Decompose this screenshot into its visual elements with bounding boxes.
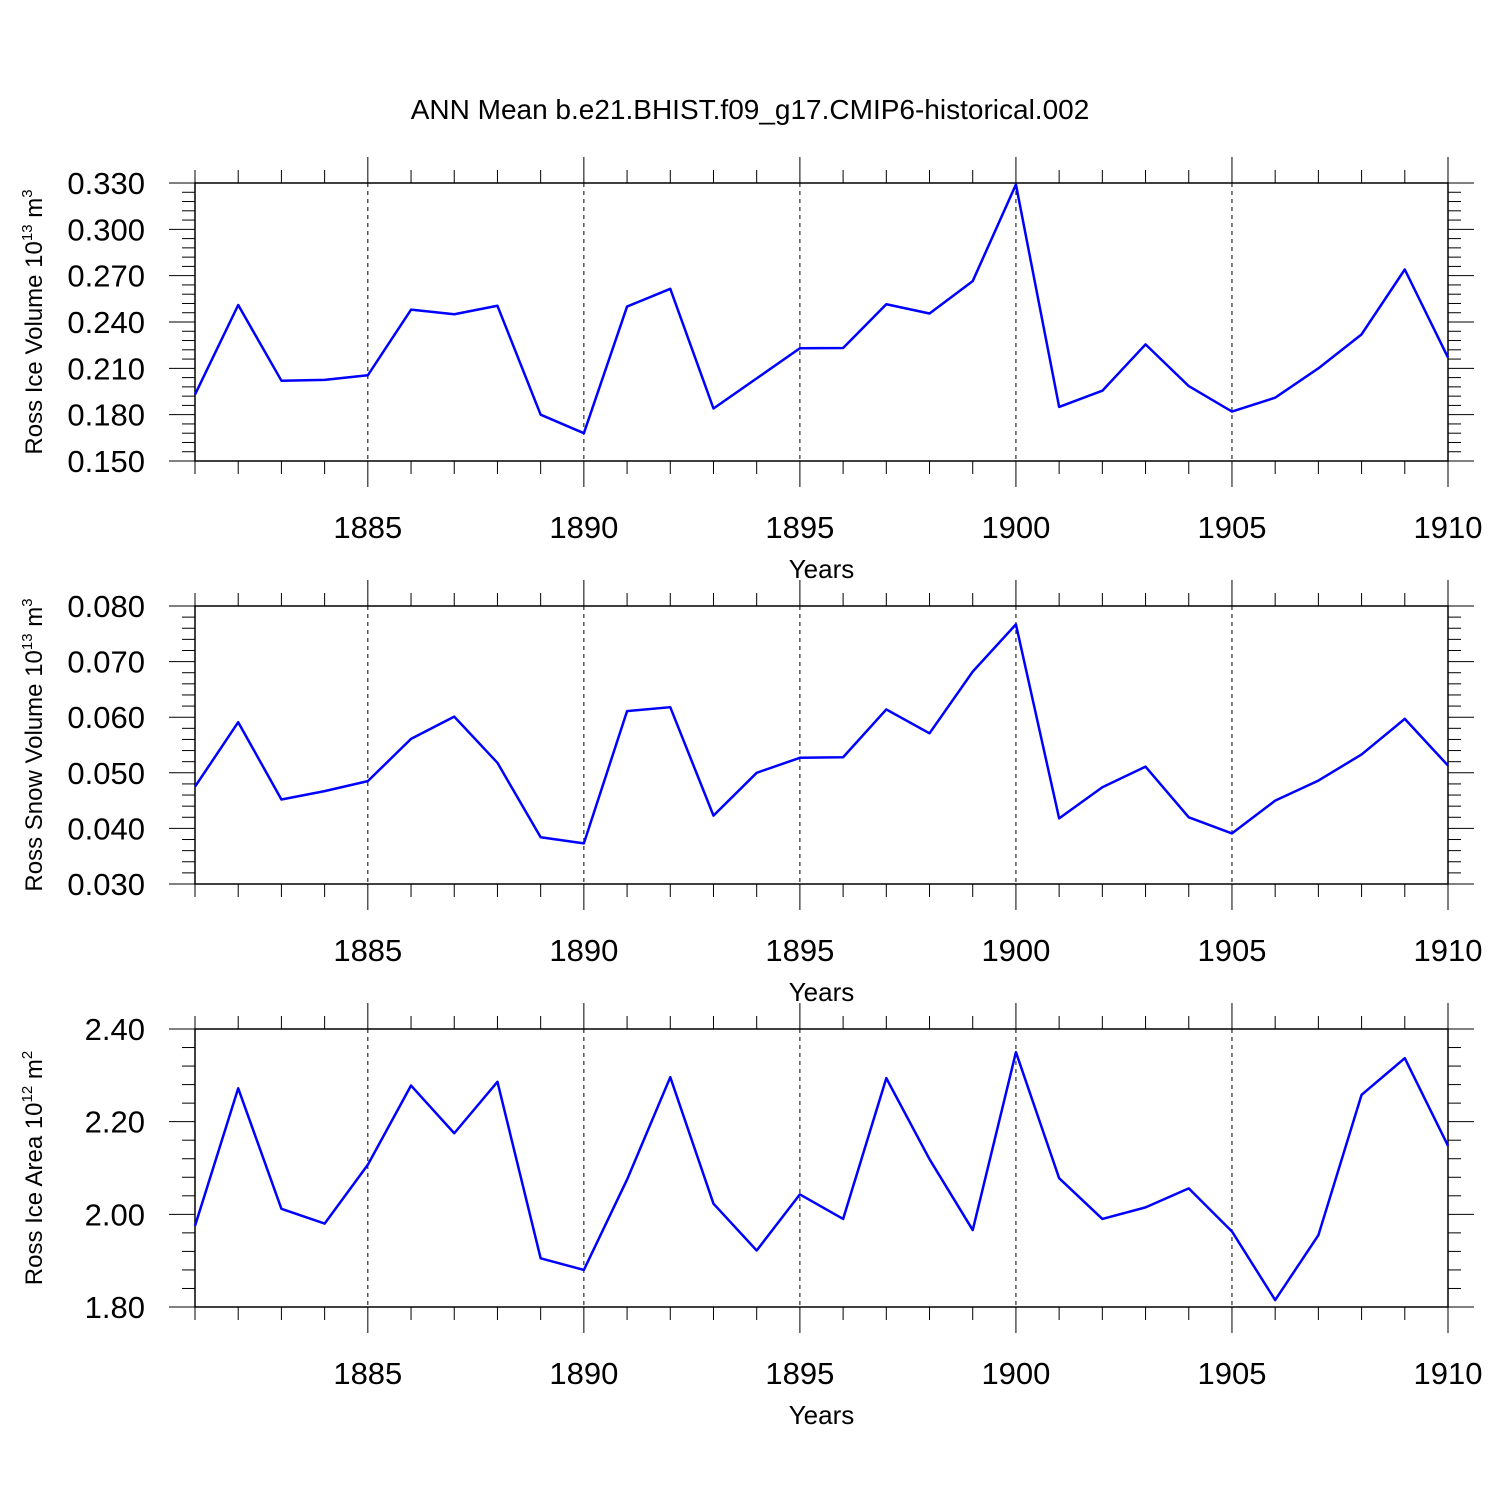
x-tick-label: 1910 xyxy=(1414,510,1483,545)
y-axis-label-part: Ross Snow Volume 10 xyxy=(21,650,48,891)
y-axis-label-part: Ross Ice Volume 10 xyxy=(21,241,48,454)
series-line xyxy=(193,623,1449,845)
x-tick-label: 1905 xyxy=(1197,933,1266,968)
y-tick-label: 0.150 xyxy=(67,444,145,479)
y-axis-label-part: Ross Ice Area 10 xyxy=(21,1102,48,1285)
y-tick-label: 2.20 xyxy=(85,1105,145,1140)
chart-panel-1: 0.150 0.180 0.210 0.240 0.270 0.300 0.330 1885 1… xyxy=(19,157,1482,584)
x-tick-label: 1885 xyxy=(333,933,402,968)
y-axis-label-part: m xyxy=(21,1059,48,1086)
x-tick-label: 1905 xyxy=(1197,510,1266,545)
series-line xyxy=(193,1050,1450,1302)
y-axis-label: Ross Snow Volume 1013 m3 xyxy=(19,598,48,891)
x-tick-label: 1890 xyxy=(549,933,618,968)
x-tick-label: 1895 xyxy=(765,510,834,545)
y-tick-label: 0.180 xyxy=(67,398,145,433)
y-axis-label-part: 3 xyxy=(19,598,36,606)
y-tick-label: 0.070 xyxy=(67,645,145,680)
x-tick-label: 1900 xyxy=(981,510,1050,545)
x-tick-label: 1885 xyxy=(333,1356,402,1391)
chart-panel-3: 1.80 2.00 2.20 2.40 1885 1890 1895 1900 1905 1910… xyxy=(19,1003,1482,1430)
x-tick-label: 1900 xyxy=(981,1356,1050,1391)
y-tick-label: 0.330 xyxy=(67,166,145,201)
x-axis-label: Years xyxy=(789,554,855,584)
plot-frame xyxy=(194,605,1449,885)
y-tick-label: 0.060 xyxy=(67,700,145,735)
y-tick-label: 2.40 xyxy=(85,1012,145,1047)
figure-title: ANN Mean b.e21.BHIST.f09_g17.CMIP6-histo… xyxy=(411,94,1090,125)
x-axis-label: Years xyxy=(789,977,855,1007)
x-tick-label: 1910 xyxy=(1414,933,1483,968)
x-tick-label: 1895 xyxy=(765,1356,834,1391)
y-axis-label-part: 12 xyxy=(19,1086,36,1103)
chart-panel-2: 0.030 0.040 0.050 0.060 0.070 0.080 1885 1890 18… xyxy=(19,580,1482,1007)
y-axis-label: Ross Ice Area 1012 m2 xyxy=(19,1051,48,1285)
y-axis-label: Ross Ice Volume 1013 m3 xyxy=(19,189,48,454)
x-axis-label: Years xyxy=(789,1400,855,1430)
y-tick-label: 0.300 xyxy=(67,212,145,247)
y-tick-label: 0.030 xyxy=(67,867,145,902)
y-tick-label: 2.00 xyxy=(85,1197,145,1232)
x-tick-label: 1905 xyxy=(1197,1356,1266,1391)
y-tick-label: 0.050 xyxy=(67,756,145,791)
x-tick-label: 1895 xyxy=(765,933,834,968)
y-axis-label-part: 13 xyxy=(19,224,36,241)
y-tick-label: 0.270 xyxy=(67,259,145,294)
y-axis-label-part: m xyxy=(21,607,48,634)
plot-frame xyxy=(194,182,1449,462)
y-tick-label: 0.240 xyxy=(67,305,145,340)
x-tick-label: 1890 xyxy=(549,510,618,545)
x-tick-label: 1890 xyxy=(549,1356,618,1391)
y-axis-label-part: 2 xyxy=(19,1051,36,1059)
y-axis-label-part: m xyxy=(21,198,48,225)
x-tick-label: 1885 xyxy=(333,510,402,545)
y-tick-label: 1.80 xyxy=(85,1290,145,1325)
y-axis-label-part: 3 xyxy=(19,189,36,197)
y-tick-label: 0.210 xyxy=(67,351,145,386)
y-tick-label: 0.080 xyxy=(67,589,145,624)
y-tick-label: 0.040 xyxy=(67,811,145,846)
series-line xyxy=(193,183,1450,435)
plot-frame xyxy=(194,1028,1449,1308)
y-axis-label-part: 13 xyxy=(19,633,36,650)
x-tick-label: 1910 xyxy=(1414,1356,1483,1391)
x-tick-label: 1900 xyxy=(981,933,1050,968)
